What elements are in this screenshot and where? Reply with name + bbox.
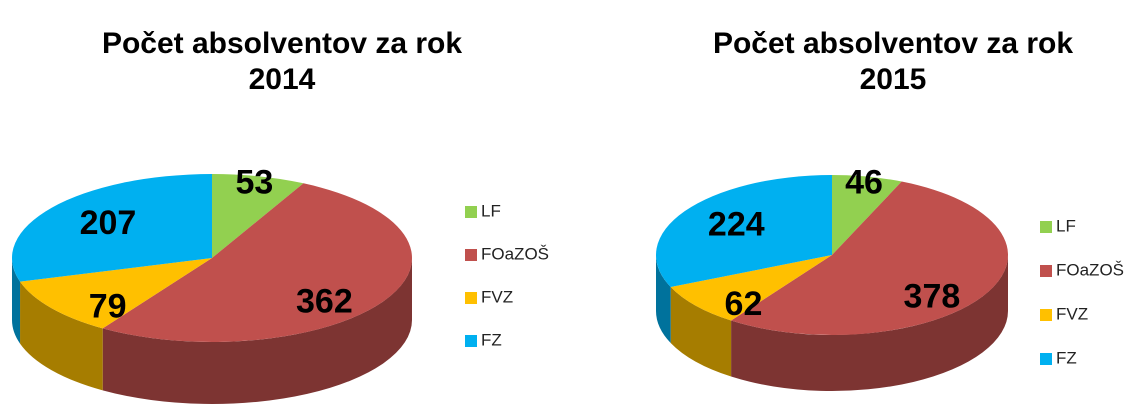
pie-slice bbox=[731, 181, 1009, 336]
pie-side bbox=[670, 286, 732, 377]
data-label: 378 bbox=[904, 277, 961, 315]
data-label: 46 bbox=[845, 163, 883, 201]
data-label: 224 bbox=[708, 206, 765, 244]
chart-title: Počet absolventov za rok bbox=[102, 27, 462, 60]
legend-swatch bbox=[1040, 309, 1052, 321]
chart-title: Počet absolventov za rok bbox=[713, 27, 1073, 60]
data-label: 62 bbox=[725, 285, 763, 323]
pie-side bbox=[731, 255, 1008, 391]
pie-slice bbox=[670, 255, 832, 321]
legend-swatch bbox=[1040, 265, 1052, 277]
legend-label: FVZ bbox=[1056, 304, 1088, 323]
pie-side bbox=[12, 258, 21, 344]
pie-side bbox=[102, 258, 413, 404]
legend-swatch bbox=[1040, 221, 1052, 233]
legend-swatch bbox=[465, 335, 477, 347]
legend-swatch bbox=[465, 249, 477, 261]
chart-title: 2014 bbox=[249, 63, 316, 96]
legend-swatch bbox=[465, 206, 477, 218]
data-label: 53 bbox=[235, 164, 273, 202]
legend-label: FZ bbox=[481, 330, 502, 349]
legend-label: FVZ bbox=[481, 287, 513, 306]
pie-side bbox=[20, 281, 103, 391]
legend-swatch bbox=[1040, 353, 1052, 365]
pie-slice bbox=[212, 174, 304, 258]
data-label: 79 bbox=[89, 288, 127, 326]
legend-label: LF bbox=[481, 201, 501, 220]
chart-title: 2015 bbox=[860, 63, 927, 96]
pie-slice bbox=[20, 258, 212, 329]
legend-swatch bbox=[465, 292, 477, 304]
data-label: 362 bbox=[296, 282, 353, 320]
legend-label: FZ bbox=[1056, 348, 1077, 367]
pie-slice bbox=[11, 174, 212, 282]
pie-slice bbox=[656, 175, 832, 287]
legend-label: FOaZOŠ bbox=[1056, 260, 1124, 279]
legend-label: LF bbox=[1056, 216, 1076, 235]
pie-slice bbox=[102, 183, 413, 343]
legend-label: FOaZOŠ bbox=[481, 244, 549, 263]
pie-side bbox=[656, 255, 671, 343]
data-label: 207 bbox=[80, 204, 137, 242]
pie-slice bbox=[832, 175, 902, 255]
